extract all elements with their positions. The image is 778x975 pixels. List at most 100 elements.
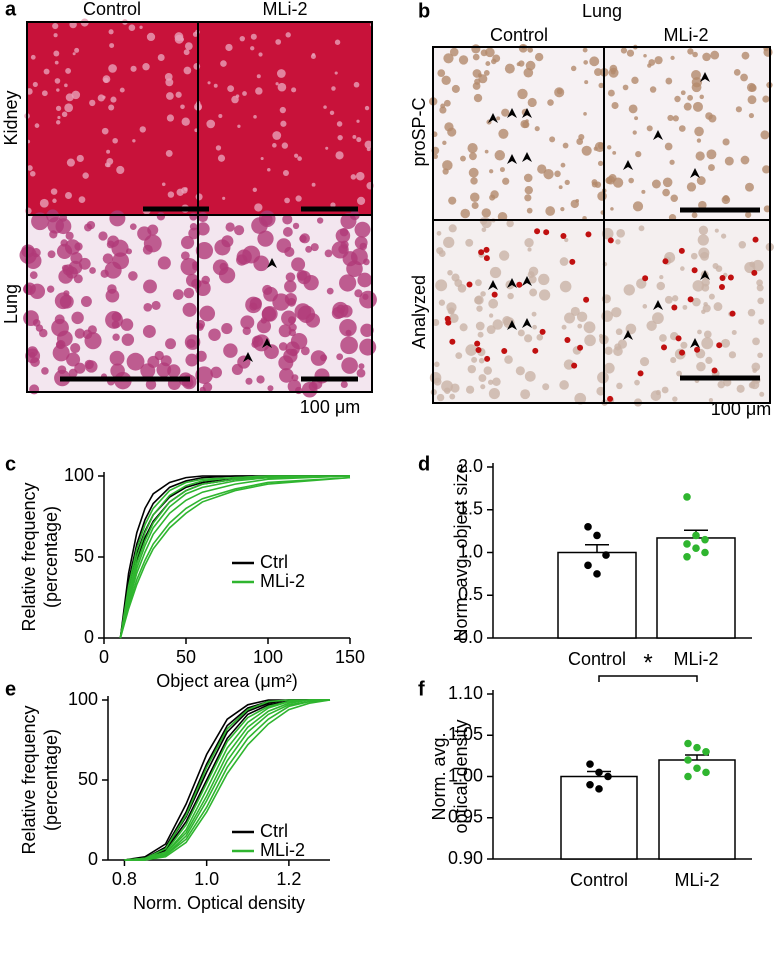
tissue-texture (145, 379, 157, 390)
tissue-texture (635, 151, 642, 158)
data-point (684, 772, 692, 781)
tissue-texture (447, 127, 457, 137)
arrowhead (700, 72, 710, 82)
tissue-texture (756, 284, 764, 292)
tissue-texture (436, 393, 445, 402)
tissue-texture (443, 387, 451, 394)
cdf-curve (119, 475, 351, 639)
tissue-texture (285, 32, 291, 38)
cdf-curve (119, 475, 350, 639)
data-point (693, 743, 701, 752)
tissue-texture (215, 145, 222, 151)
tissue-texture (258, 52, 263, 57)
panel-label: e (5, 678, 16, 700)
y-axis-label: optical density (451, 719, 471, 833)
tissue-texture (278, 324, 292, 338)
tissue-texture (499, 250, 510, 261)
tissue-texture (142, 325, 156, 338)
tissue-texture (669, 159, 675, 165)
stain-object (727, 274, 734, 281)
tissue-texture (260, 156, 264, 161)
tissue-texture (611, 101, 619, 110)
tissue-texture (479, 217, 488, 225)
tissue-texture (256, 74, 261, 79)
tissue-texture (449, 393, 456, 400)
stain-object (751, 269, 758, 276)
tissue-texture (465, 344, 477, 356)
tissue-texture (525, 60, 536, 71)
tissue-texture (56, 88, 60, 92)
tissue-texture (475, 321, 485, 331)
tissue-texture (429, 371, 442, 384)
tissue-texture (262, 284, 273, 296)
tissue-texture (564, 312, 576, 324)
arrowhead (488, 113, 498, 123)
tissue-texture (554, 170, 561, 178)
tissue-texture (310, 243, 319, 252)
tissue-texture (617, 339, 628, 349)
tissue-texture (231, 363, 243, 375)
row-label: Analyzed (409, 275, 429, 349)
tissue-texture (757, 297, 765, 305)
tissue-texture (335, 228, 351, 244)
tissue-texture (336, 121, 343, 127)
tissue-texture (128, 24, 136, 31)
tissue-texture (294, 153, 299, 158)
tissue-texture (180, 251, 190, 261)
tissue-texture (752, 259, 764, 272)
arrowhead (507, 278, 517, 288)
arrowhead (522, 108, 532, 118)
tissue-texture (201, 275, 210, 285)
tissue-texture (52, 198, 57, 203)
arrowhead (522, 152, 532, 162)
tissue-texture (116, 165, 125, 175)
tissue-texture (526, 207, 533, 214)
tissue-texture (747, 308, 756, 317)
x-axis-label: Norm. Optical density (133, 893, 305, 913)
tissue-texture (575, 199, 580, 203)
tissue-texture (350, 174, 357, 180)
tissue-texture (161, 182, 166, 187)
tissue-texture (132, 139, 136, 143)
tissue-texture (301, 381, 318, 398)
tissue-texture (697, 234, 709, 246)
tissue-texture (345, 329, 352, 336)
tissue-texture (181, 117, 190, 126)
arrowhead (507, 320, 517, 330)
tissue-texture (449, 313, 459, 323)
tissue-texture (180, 235, 195, 250)
y-tick-label: 100 (64, 465, 94, 485)
tissue-texture (656, 281, 666, 291)
tissue-texture (504, 63, 515, 74)
image-border (432, 46, 771, 404)
tissue-texture (697, 329, 702, 335)
data-point (586, 760, 594, 768)
data-point (604, 772, 612, 781)
tissue-texture (219, 262, 228, 271)
tissue-texture (146, 32, 156, 42)
stain-object (716, 342, 723, 349)
cdf-curve (124, 699, 330, 861)
tissue-texture (603, 362, 615, 374)
stain-object (501, 348, 508, 355)
tissue-texture (607, 145, 612, 150)
stain-object (675, 335, 682, 342)
tissue-texture (184, 334, 201, 350)
tissue-texture (631, 76, 639, 85)
tissue-texture (538, 289, 551, 301)
tissue-texture (489, 169, 494, 174)
tissue-texture (672, 396, 678, 402)
tissue-texture (460, 155, 466, 162)
tissue-texture (280, 120, 287, 127)
tissue-texture (584, 80, 589, 85)
tissue-texture (496, 116, 501, 121)
tissue-texture (747, 95, 757, 105)
tissue-texture (528, 266, 539, 277)
stain-object (729, 310, 736, 317)
stain-object (607, 237, 614, 244)
tissue-texture (678, 125, 686, 132)
stain-object (687, 296, 694, 303)
data-point (702, 768, 710, 777)
tissue-texture (698, 225, 709, 235)
tissue-texture (524, 237, 534, 248)
